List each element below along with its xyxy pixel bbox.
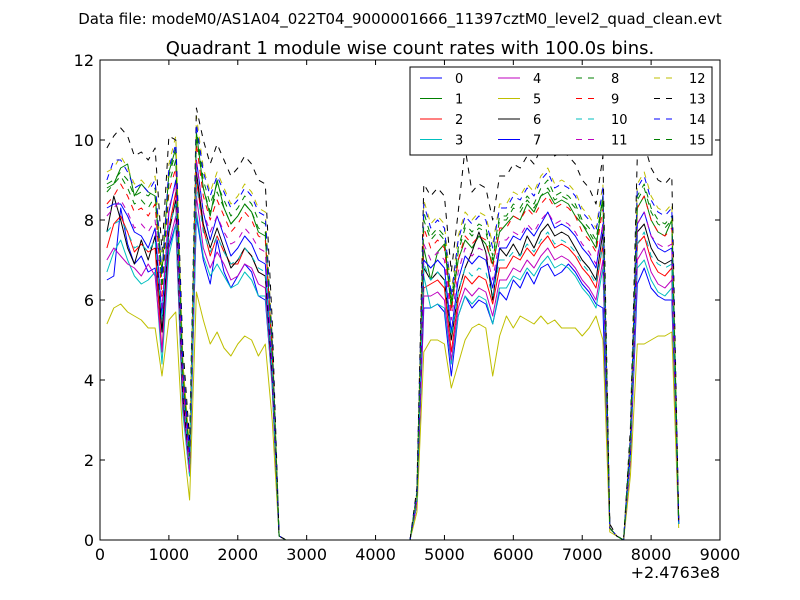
x-tick-label: 5000 — [424, 545, 465, 564]
y-tick-label: 4 — [84, 371, 94, 390]
legend-label-5: 5 — [533, 93, 541, 108]
legend-label-15: 15 — [689, 134, 706, 149]
plot-frame — [99, 59, 721, 541]
legend-label-13: 13 — [689, 93, 706, 108]
x-offset-label: +2.4763e8 — [631, 563, 720, 582]
y-tick-label: 8 — [84, 211, 94, 230]
legend-label-0: 0 — [455, 72, 463, 87]
legend-label-12: 12 — [689, 72, 706, 87]
y-tick-label: 10 — [74, 131, 94, 150]
series-line-12 — [106, 115, 680, 541]
x-tick-label: 8000 — [631, 545, 672, 564]
series-line-15 — [106, 135, 680, 541]
y-tick-label: 6 — [84, 291, 94, 310]
x-tick-label: 7000 — [562, 545, 603, 564]
legend-label-3: 3 — [455, 134, 463, 149]
legend-label-11: 11 — [611, 134, 628, 149]
x-tick-label: 2000 — [217, 545, 258, 564]
legend-label-7: 7 — [533, 134, 541, 149]
series-line-13 — [106, 107, 680, 541]
legend-label-6: 6 — [533, 113, 541, 128]
legend-label-1: 1 — [455, 93, 463, 108]
x-tick-label: 6000 — [493, 545, 534, 564]
x-tick-label: 0 — [95, 545, 105, 564]
legend-label-14: 14 — [689, 113, 706, 128]
x-tick-label: 4000 — [355, 545, 396, 564]
tick-layer: 0 1000 2000 3000 4000 5000 6000 7000 8000 9000 0 2 4… — [74, 51, 741, 564]
legend-box — [409, 66, 713, 156]
legend-label-4: 4 — [533, 72, 541, 87]
legend-label-8: 8 — [611, 72, 619, 87]
y-tick-label: 12 — [74, 51, 94, 70]
series-line-11 — [106, 159, 680, 541]
y-tick-label: 0 — [84, 531, 94, 550]
x-tick-label: 9000 — [700, 545, 741, 564]
legend-label-9: 9 — [611, 93, 619, 108]
x-tick-label: 3000 — [286, 545, 327, 564]
chart-title: Quadrant 1 module wise count rates with … — [166, 38, 655, 59]
y-tick-label: 2 — [84, 451, 94, 470]
x-tick-label: 1000 — [149, 545, 190, 564]
series-line-14 — [106, 123, 680, 541]
suptitle: Data file: modeM0/AS1A04_022T04_90000016… — [78, 10, 722, 29]
legend-label-2: 2 — [455, 113, 463, 128]
legend-label-10: 10 — [611, 113, 628, 128]
